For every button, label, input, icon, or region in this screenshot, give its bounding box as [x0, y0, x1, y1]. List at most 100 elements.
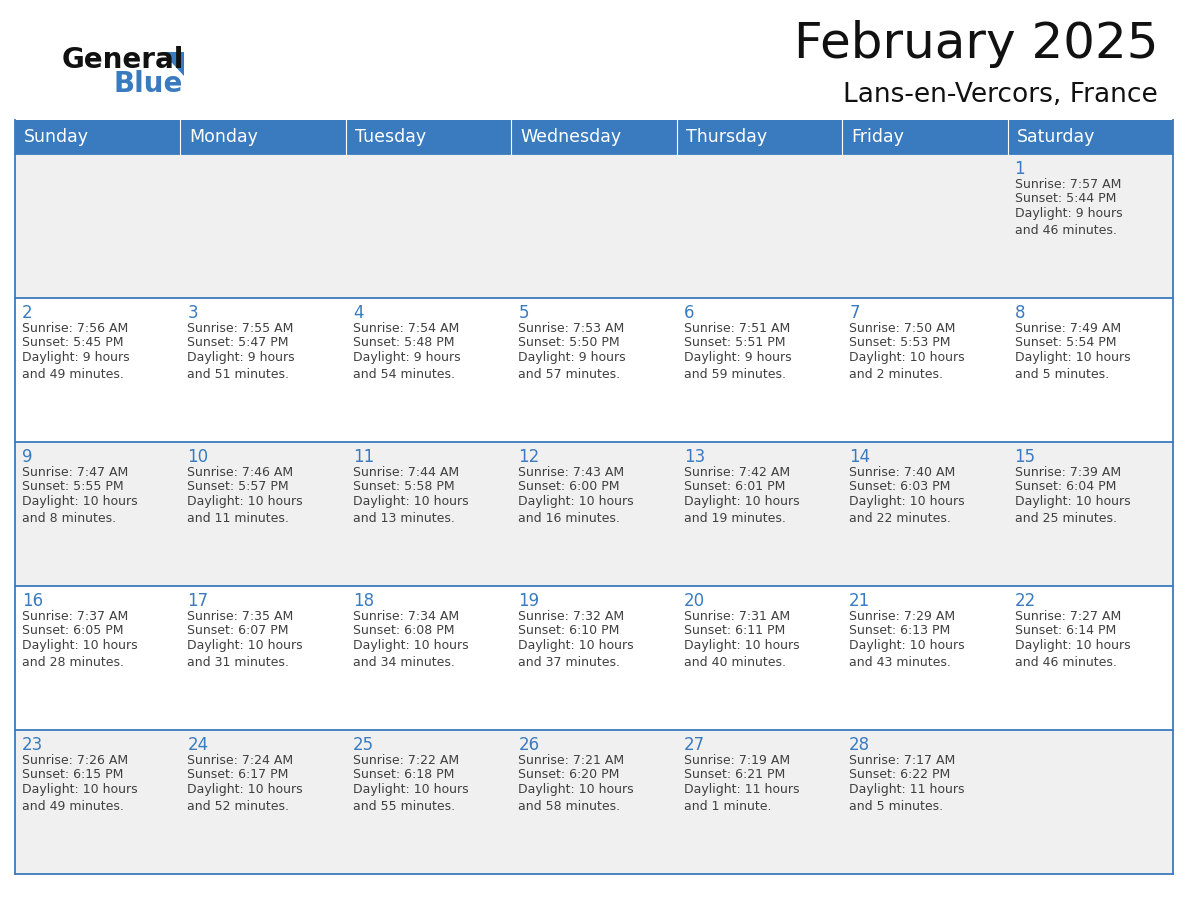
Text: Sunrise: 7:42 AM: Sunrise: 7:42 AM [684, 466, 790, 479]
Text: Daylight: 10 hours
and 43 minutes.: Daylight: 10 hours and 43 minutes. [849, 639, 965, 669]
Text: Daylight: 10 hours
and 28 minutes.: Daylight: 10 hours and 28 minutes. [23, 639, 138, 669]
Text: 10: 10 [188, 448, 209, 466]
Text: Sunset: 6:04 PM: Sunset: 6:04 PM [1015, 480, 1116, 494]
Text: Sunrise: 7:29 AM: Sunrise: 7:29 AM [849, 610, 955, 623]
Text: Daylight: 10 hours
and 25 minutes.: Daylight: 10 hours and 25 minutes. [1015, 495, 1130, 525]
Text: Sunset: 5:51 PM: Sunset: 5:51 PM [684, 337, 785, 350]
Text: Sunset: 6:10 PM: Sunset: 6:10 PM [518, 624, 620, 637]
Text: Sunset: 6:17 PM: Sunset: 6:17 PM [188, 768, 289, 781]
Text: Sunset: 6:00 PM: Sunset: 6:00 PM [518, 480, 620, 494]
Text: Wednesday: Wednesday [520, 128, 621, 146]
Text: Sunset: 6:03 PM: Sunset: 6:03 PM [849, 480, 950, 494]
Text: Sunset: 5:57 PM: Sunset: 5:57 PM [188, 480, 289, 494]
Bar [677, 120, 842, 154]
Text: Daylight: 10 hours
and 37 minutes.: Daylight: 10 hours and 37 minutes. [518, 639, 634, 669]
Text: Sunset: 5:53 PM: Sunset: 5:53 PM [849, 337, 950, 350]
Text: Daylight: 10 hours
and 5 minutes.: Daylight: 10 hours and 5 minutes. [1015, 351, 1130, 381]
Text: Sunset: 5:44 PM: Sunset: 5:44 PM [1015, 193, 1116, 206]
Text: Sunset: 5:54 PM: Sunset: 5:54 PM [1015, 337, 1116, 350]
Polygon shape [162, 52, 184, 76]
Text: Sunset: 6:18 PM: Sunset: 6:18 PM [353, 768, 454, 781]
Text: Sunrise: 7:44 AM: Sunrise: 7:44 AM [353, 466, 459, 479]
Text: 1: 1 [1015, 160, 1025, 178]
Text: Sunset: 6:11 PM: Sunset: 6:11 PM [684, 624, 785, 637]
Text: 23: 23 [23, 736, 43, 754]
Text: Sunrise: 7:57 AM: Sunrise: 7:57 AM [1015, 178, 1121, 191]
Text: Sunrise: 7:21 AM: Sunrise: 7:21 AM [518, 754, 625, 767]
Text: Sunrise: 7:40 AM: Sunrise: 7:40 AM [849, 466, 955, 479]
Text: Sunset: 5:50 PM: Sunset: 5:50 PM [518, 337, 620, 350]
Text: Sunset: 6:20 PM: Sunset: 6:20 PM [518, 768, 620, 781]
Text: Daylight: 10 hours
and 40 minutes.: Daylight: 10 hours and 40 minutes. [684, 639, 800, 669]
Bar [511, 120, 677, 154]
Text: 14: 14 [849, 448, 871, 466]
Text: 16: 16 [23, 592, 43, 610]
Text: 15: 15 [1015, 448, 1036, 466]
Text: Daylight: 10 hours
and 19 minutes.: Daylight: 10 hours and 19 minutes. [684, 495, 800, 525]
Bar [15, 154, 1173, 298]
Text: Sunrise: 7:53 AM: Sunrise: 7:53 AM [518, 322, 625, 335]
Text: 5: 5 [518, 304, 529, 322]
Text: Sunrise: 7:39 AM: Sunrise: 7:39 AM [1015, 466, 1120, 479]
Text: Sunset: 6:07 PM: Sunset: 6:07 PM [188, 624, 289, 637]
Text: Sunset: 6:05 PM: Sunset: 6:05 PM [23, 624, 124, 637]
Text: Daylight: 10 hours
and 8 minutes.: Daylight: 10 hours and 8 minutes. [23, 495, 138, 525]
Bar [842, 120, 1007, 154]
Text: Thursday: Thursday [685, 128, 766, 146]
Text: 11: 11 [353, 448, 374, 466]
Text: Daylight: 9 hours
and 54 minutes.: Daylight: 9 hours and 54 minutes. [353, 351, 461, 381]
Text: Sunrise: 7:49 AM: Sunrise: 7:49 AM [1015, 322, 1120, 335]
Text: Sunset: 5:55 PM: Sunset: 5:55 PM [23, 480, 124, 494]
Bar [346, 120, 511, 154]
Text: Sunset: 6:21 PM: Sunset: 6:21 PM [684, 768, 785, 781]
Text: Sunrise: 7:54 AM: Sunrise: 7:54 AM [353, 322, 459, 335]
Text: 13: 13 [684, 448, 704, 466]
Text: 28: 28 [849, 736, 871, 754]
Bar [15, 298, 1173, 442]
Bar [15, 120, 181, 154]
Text: Daylight: 9 hours
and 49 minutes.: Daylight: 9 hours and 49 minutes. [23, 351, 129, 381]
Text: Sunrise: 7:24 AM: Sunrise: 7:24 AM [188, 754, 293, 767]
Text: 27: 27 [684, 736, 704, 754]
Bar [1007, 120, 1173, 154]
Text: Sunrise: 7:19 AM: Sunrise: 7:19 AM [684, 754, 790, 767]
Text: Sunset: 6:13 PM: Sunset: 6:13 PM [849, 624, 950, 637]
Text: Daylight: 9 hours
and 57 minutes.: Daylight: 9 hours and 57 minutes. [518, 351, 626, 381]
Text: 17: 17 [188, 592, 209, 610]
Text: Daylight: 9 hours
and 59 minutes.: Daylight: 9 hours and 59 minutes. [684, 351, 791, 381]
Text: Daylight: 10 hours
and 49 minutes.: Daylight: 10 hours and 49 minutes. [23, 783, 138, 813]
Text: Sunrise: 7:47 AM: Sunrise: 7:47 AM [23, 466, 128, 479]
Text: General: General [62, 46, 184, 74]
Bar [15, 730, 1173, 874]
Text: Sunset: 6:22 PM: Sunset: 6:22 PM [849, 768, 950, 781]
Text: 26: 26 [518, 736, 539, 754]
Text: Daylight: 10 hours
and 13 minutes.: Daylight: 10 hours and 13 minutes. [353, 495, 468, 525]
Text: 20: 20 [684, 592, 704, 610]
Text: 6: 6 [684, 304, 694, 322]
Text: Sunrise: 7:17 AM: Sunrise: 7:17 AM [849, 754, 955, 767]
Text: February 2025: February 2025 [794, 20, 1158, 68]
Text: Sunrise: 7:51 AM: Sunrise: 7:51 AM [684, 322, 790, 335]
Text: 18: 18 [353, 592, 374, 610]
Text: Sunset: 6:14 PM: Sunset: 6:14 PM [1015, 624, 1116, 637]
Text: Friday: Friday [851, 128, 904, 146]
Text: Daylight: 10 hours
and 11 minutes.: Daylight: 10 hours and 11 minutes. [188, 495, 303, 525]
Text: Sunset: 6:01 PM: Sunset: 6:01 PM [684, 480, 785, 494]
Text: Sunrise: 7:27 AM: Sunrise: 7:27 AM [1015, 610, 1120, 623]
Text: Sunrise: 7:56 AM: Sunrise: 7:56 AM [23, 322, 128, 335]
Text: Sunrise: 7:55 AM: Sunrise: 7:55 AM [188, 322, 293, 335]
Text: 3: 3 [188, 304, 198, 322]
Text: 4: 4 [353, 304, 364, 322]
Text: 7: 7 [849, 304, 860, 322]
Text: Sunrise: 7:37 AM: Sunrise: 7:37 AM [23, 610, 128, 623]
Text: Sunset: 6:08 PM: Sunset: 6:08 PM [353, 624, 454, 637]
Text: Monday: Monday [189, 128, 258, 146]
Text: 21: 21 [849, 592, 871, 610]
Text: Daylight: 11 hours
and 1 minute.: Daylight: 11 hours and 1 minute. [684, 783, 800, 813]
Text: Sunrise: 7:43 AM: Sunrise: 7:43 AM [518, 466, 625, 479]
Text: 8: 8 [1015, 304, 1025, 322]
Text: 2: 2 [23, 304, 32, 322]
Text: 9: 9 [23, 448, 32, 466]
Text: Lans-en-Vercors, France: Lans-en-Vercors, France [843, 82, 1158, 108]
Bar [15, 586, 1173, 730]
